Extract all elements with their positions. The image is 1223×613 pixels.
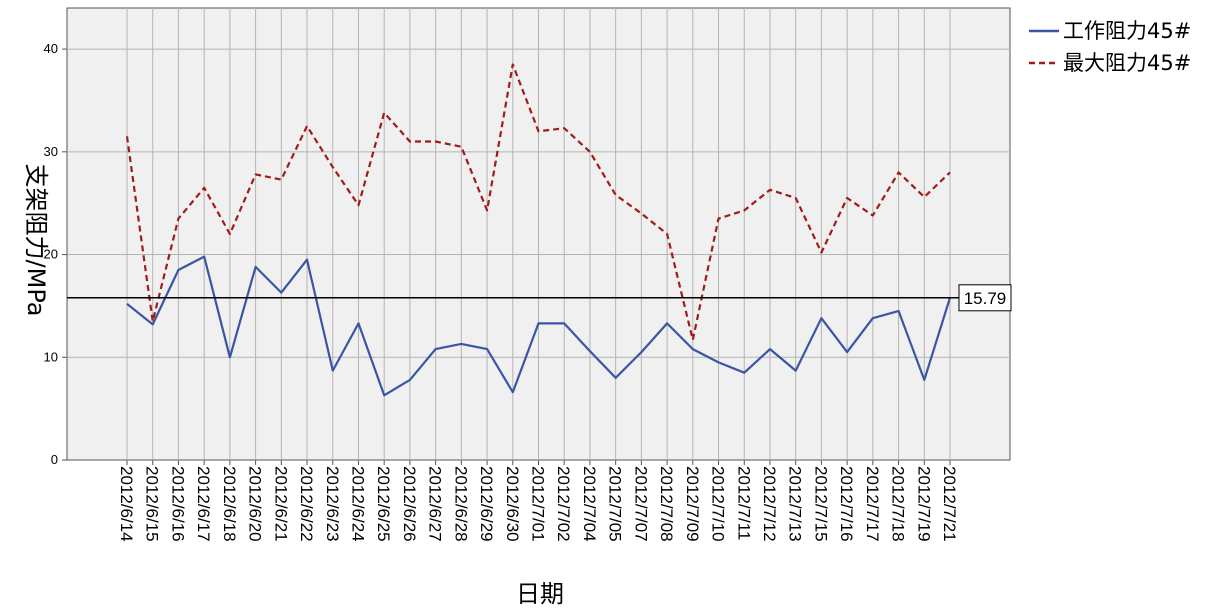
x-tick-label: 2012/6/22 — [297, 466, 316, 542]
x-tick-label: 2012/7/10 — [709, 466, 728, 542]
y-tick-label: 40 — [44, 41, 58, 56]
x-tick-label: 2012/7/13 — [786, 466, 805, 542]
reference-line-group: 15.79 — [67, 284, 1012, 312]
x-tick-label: 2012/6/28 — [451, 466, 470, 542]
x-tick-label: 2012/7/07 — [631, 466, 650, 542]
reference-label-box — [958, 284, 1012, 312]
legend: 工作阻力45# 最大阻力45# — [1029, 19, 1191, 75]
x-tick-label: 2012/6/21 — [271, 466, 290, 542]
reference-label: 15.79 — [964, 289, 1007, 308]
x-axis-ticks: 2012/6/14 2012/6/15 2012/6/16 2012/6/17 2012… — [117, 460, 959, 542]
x-tick-label: 2012/7/15 — [811, 466, 830, 542]
x-tick-label: 2012/7/17 — [863, 466, 882, 542]
grid-lines — [67, 8, 1010, 460]
x-tick-label: 2012/6/23 — [323, 466, 342, 542]
x-tick-label: 2012/6/29 — [477, 466, 496, 542]
x-tick-label: 2012/7/08 — [657, 466, 676, 542]
y-tick-label: 10 — [44, 349, 58, 364]
x-tick-label: 2012/7/04 — [580, 466, 599, 542]
y-tick-label: 0 — [51, 452, 58, 467]
x-tick-label: 2012/6/18 — [220, 466, 239, 542]
x-tick-label: 2012/6/25 — [374, 466, 393, 542]
y-tick-label: 30 — [44, 144, 58, 159]
x-tick-label: 2012/7/09 — [683, 466, 702, 542]
x-tick-label: 2012/6/24 — [348, 466, 367, 542]
x-tick-label: 2012/6/27 — [426, 466, 445, 542]
x-tick-label: 2012/7/11 — [734, 466, 753, 540]
series-line-working-resistance — [126, 255, 952, 397]
x-tick-label: 2012/6/26 — [400, 466, 419, 542]
x-tick-label: 2012/6/20 — [246, 466, 265, 542]
series-line-max-resistance — [125, 63, 951, 341]
x-tick-label: 2012/7/02 — [554, 466, 573, 542]
x-tick-label: 2012/7/21 — [940, 466, 959, 542]
x-tick-label: 2012/6/16 — [168, 466, 187, 542]
x-tick-label: 2012/6/30 — [503, 466, 522, 542]
legend-label-max-resistance: 最大阻力45# — [1063, 51, 1191, 75]
y-tick-label: 20 — [44, 247, 58, 262]
x-tick-label: 2012/7/16 — [837, 466, 856, 542]
x-tick-label: 2012/6/17 — [194, 466, 213, 542]
x-axis-title: 日期 — [516, 580, 564, 608]
y-axis-ticks: 0 10 20 30 40 — [44, 41, 67, 467]
x-tick-label: 2012/6/15 — [143, 466, 162, 542]
x-tick-label: 2012/7/12 — [760, 466, 779, 542]
y-axis-title: 支架阻力/MPa — [22, 164, 50, 317]
series-lines — [125, 63, 952, 397]
x-tick-label: 2012/6/14 — [117, 466, 136, 542]
legend-label-working-resistance: 工作阻力45# — [1063, 19, 1191, 43]
x-tick-label: 2012/7/18 — [889, 466, 908, 542]
x-tick-label: 2012/7/19 — [914, 466, 933, 542]
x-tick-label: 2012/7/01 — [529, 466, 548, 542]
x-tick-label: 2012/7/05 — [606, 466, 625, 542]
